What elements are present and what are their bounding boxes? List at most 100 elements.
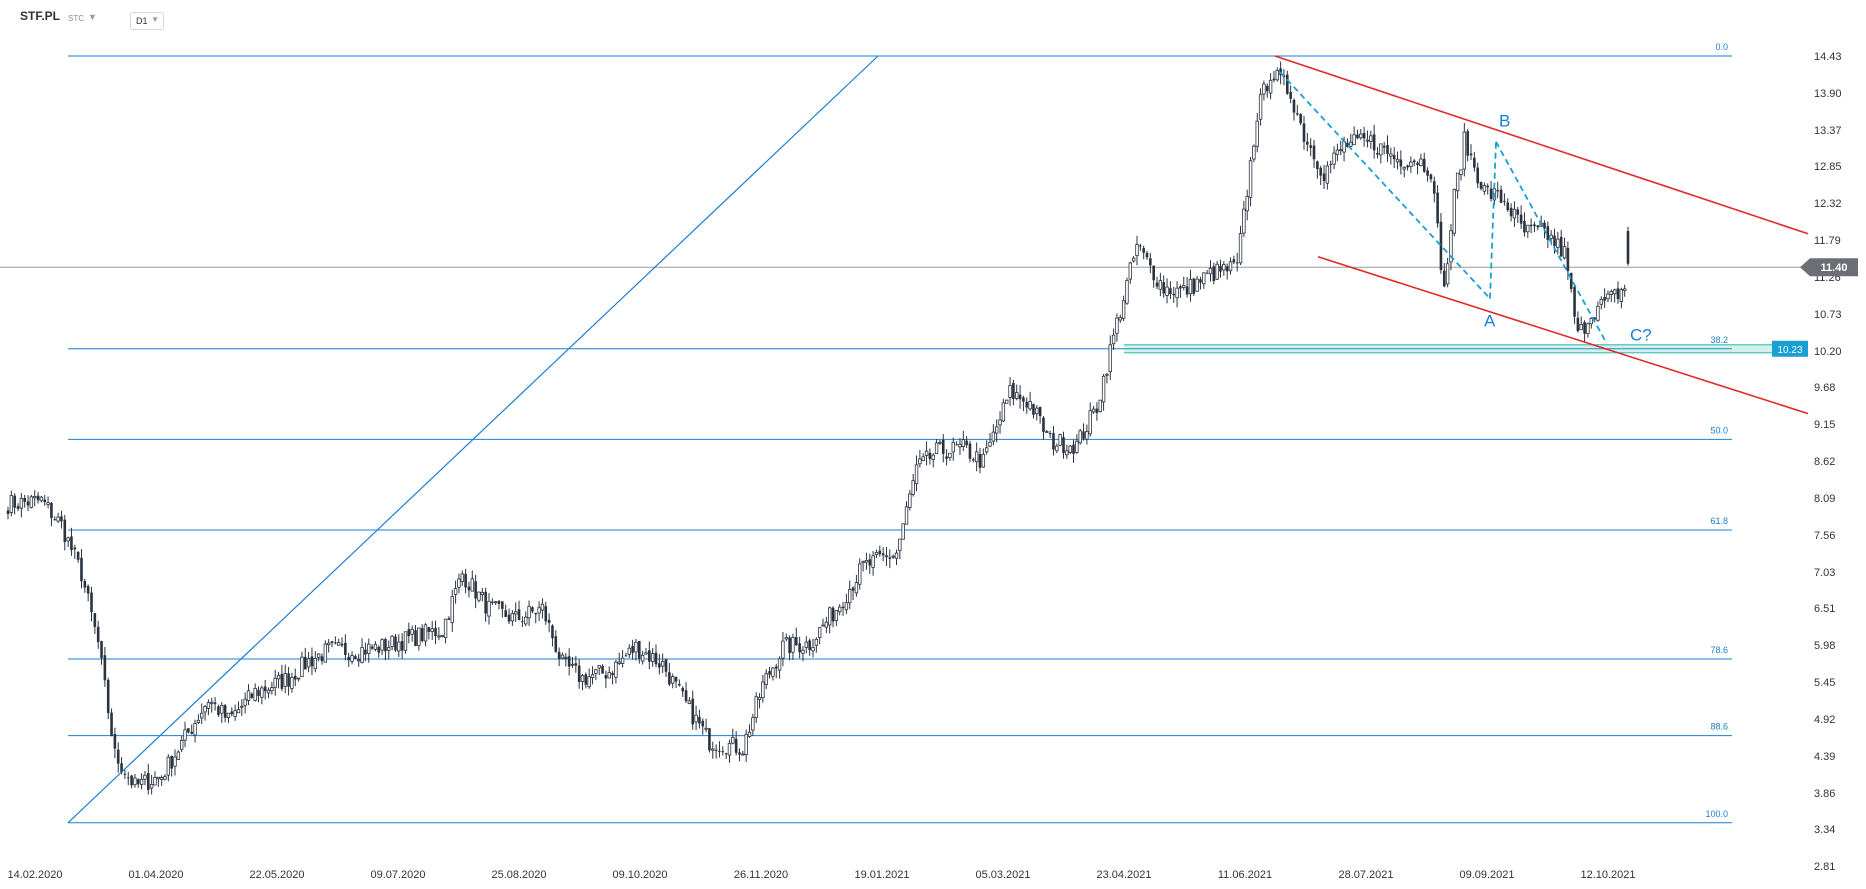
candle-body-up [1599, 299, 1603, 305]
candle-body-down [280, 673, 284, 689]
candle-body-down [1235, 262, 1239, 264]
candle-body-down [1593, 317, 1596, 320]
chevron-down-icon: ▼ [151, 15, 159, 24]
candle-body-up [801, 649, 805, 654]
axes: 14.4313.9013.3712.8512.3211.7911.2610.73… [7, 51, 1858, 881]
candle-body-up [1556, 238, 1560, 248]
fib-label-0.0: 0.0 [1715, 42, 1728, 52]
candle-body-down [130, 775, 133, 786]
y-tick-label: 2.81 [1814, 861, 1835, 873]
candle-body-down [1309, 145, 1312, 148]
candle-body-up [1005, 399, 1009, 404]
candle-body-up [510, 613, 515, 622]
candle-body-down [955, 444, 958, 446]
candle-body-up [844, 602, 849, 611]
candle-body-up [1208, 267, 1213, 275]
candle-body-down [257, 689, 260, 696]
candle-body-up [1188, 278, 1193, 295]
candle-body-up [995, 426, 999, 434]
candle-body-down [1583, 322, 1586, 334]
x-tick-label: 01.04.2020 [128, 869, 183, 881]
candle-body-up [290, 677, 294, 689]
candle-body-down [945, 456, 948, 459]
candle-body-down [1376, 152, 1379, 155]
fib-label-38.2: 38.2 [1710, 335, 1728, 345]
candle-body-up [998, 419, 1002, 426]
candle-body-up [1612, 289, 1617, 295]
candle-body-up [176, 751, 181, 760]
candle-body-up [1078, 430, 1082, 444]
y-tick-label: 4.92 [1814, 714, 1835, 726]
y-tick-label: 3.34 [1814, 824, 1835, 836]
candle-body-up [614, 661, 618, 678]
candle-body-up [1619, 289, 1624, 302]
candle-body-up [901, 523, 905, 540]
candle-body-up [1389, 153, 1393, 157]
candle-body-up [179, 739, 184, 750]
candle-body-down [1219, 265, 1222, 272]
candle-body-up [934, 442, 939, 455]
candle-body-down [1265, 85, 1269, 92]
wave-label-b: B [1499, 111, 1510, 130]
candle-body-up [1258, 94, 1263, 120]
candle-body-up [143, 774, 147, 780]
candle-body-down [320, 656, 324, 662]
candle-body-up [1242, 208, 1246, 234]
candle-body-down [714, 749, 718, 751]
candle-body-up [1121, 300, 1126, 319]
y-tick-label: 9.68 [1814, 382, 1835, 394]
candle-body-down [53, 519, 57, 521]
candle-body-up [323, 643, 328, 663]
y-tick-label: 12.85 [1814, 161, 1842, 173]
candle-body-down [484, 591, 487, 614]
candle-body-down [384, 638, 387, 652]
candle-body-up [814, 638, 819, 646]
candle-body-down [517, 609, 521, 620]
candle-body-down [1316, 161, 1319, 170]
candle-body-up [326, 642, 331, 646]
candle-body-down [851, 587, 855, 591]
candle-body-down [1212, 266, 1216, 282]
candle-body-down [681, 688, 685, 692]
candle-body-down [1473, 157, 1476, 168]
candle-body-up [827, 607, 832, 626]
candle-body-down [1292, 99, 1296, 113]
candle-body-down [678, 683, 681, 686]
candle-body-up [694, 714, 698, 723]
candle-body-down [407, 629, 411, 637]
candle-body-up [1452, 189, 1457, 234]
candle-body-down [1406, 165, 1409, 168]
candle-body-up [173, 756, 177, 767]
candle-body-down [1503, 200, 1506, 202]
x-tick-label: 14.02.2020 [7, 869, 62, 881]
candle-body-up [417, 627, 421, 647]
candle-body-down [1022, 397, 1025, 402]
candle-body-up [514, 611, 518, 615]
candle-body-up [948, 452, 952, 458]
candle-body-down [330, 641, 334, 643]
candle-body-down [798, 643, 801, 653]
candle-body-down [340, 643, 344, 646]
candle-body-down [26, 501, 30, 506]
candle-body-up [898, 538, 902, 552]
candle-body-up [570, 663, 575, 666]
candle-body-up [527, 606, 531, 619]
y-tick-label: 14.43 [1814, 51, 1842, 63]
timeframe-select[interactable]: D1 ▼ [130, 12, 164, 30]
candle-body-down [841, 606, 845, 609]
candle-body-up [460, 573, 464, 582]
chevron-down-icon[interactable]: ▼ [88, 12, 97, 22]
current-price-label: 11.40 [1821, 262, 1848, 274]
candle-body-down [187, 728, 190, 733]
candle-body-up [784, 637, 788, 640]
candle-body-down [1095, 408, 1099, 413]
candle-body-down [1616, 288, 1620, 300]
candle-body-down [80, 557, 83, 582]
candle-body-down [1496, 189, 1500, 192]
candle-body-down [734, 738, 738, 753]
candle-body-down [86, 586, 90, 594]
candle-body-down [96, 626, 100, 643]
candle-body-up [1455, 172, 1460, 192]
x-tick-label: 12.10.2021 [1580, 869, 1635, 881]
